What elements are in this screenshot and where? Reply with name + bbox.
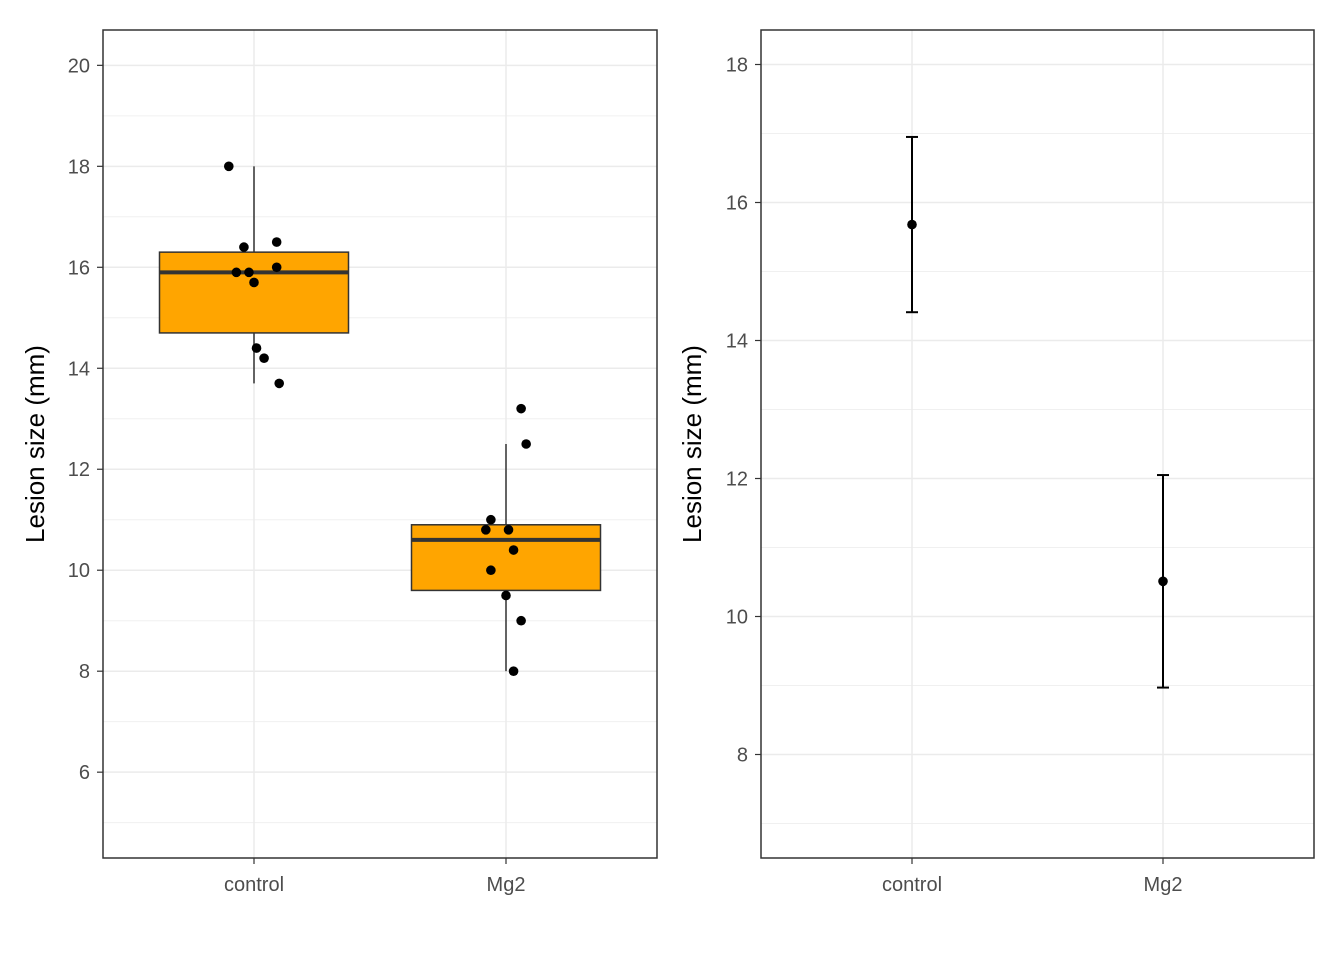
y-tick-label: 8	[79, 661, 90, 683]
data-point	[486, 565, 496, 576]
x-tick-label: control	[882, 874, 942, 896]
y-tick-label: 6	[79, 762, 90, 784]
panel-border	[760, 29, 1315, 859]
y-tick-label: 14	[68, 358, 90, 380]
data-point	[274, 378, 285, 389]
y-tick-label: 14	[726, 331, 748, 353]
box-Mg2	[410, 524, 602, 592]
y-tick-label: 12	[68, 459, 90, 481]
data-point	[231, 267, 242, 278]
panel-border	[102, 29, 658, 859]
y-axis-title: Lesion size (mm)	[20, 345, 50, 543]
data-point	[271, 262, 282, 273]
data-point	[251, 343, 262, 353]
boxplot-panel: 6 8 10 12 14 16 18 20 control Mg2 Lesion size (mm)	[20, 29, 658, 896]
data-point	[224, 161, 234, 172]
y-tick-label: 16	[68, 257, 90, 279]
data-point	[521, 439, 531, 449]
data-point	[244, 267, 254, 278]
data-point	[239, 242, 249, 252]
y-tick-label: 10	[68, 560, 90, 582]
y-tick-label: 10	[726, 607, 748, 629]
y-tick-label: 12	[726, 469, 748, 491]
data-point	[503, 525, 514, 535]
plot-background	[103, 30, 657, 858]
data-point	[516, 615, 526, 626]
x-tick-label: Mg2	[1144, 874, 1183, 896]
data-point	[271, 237, 282, 247]
data-point	[516, 403, 526, 414]
data-point	[481, 525, 491, 535]
y-axis-title: Lesion size (mm)	[677, 345, 707, 543]
y-tick-label: 20	[68, 55, 90, 77]
data-point	[501, 590, 511, 601]
data-point	[486, 514, 496, 525]
data-point	[508, 545, 519, 555]
errorbar-panel: 8 10 12 14 16 18 control Mg2 Lesion size (mm)	[677, 29, 1315, 896]
y-tick-label: 18	[726, 55, 748, 77]
mean-point	[1158, 576, 1168, 587]
data-point	[259, 353, 269, 363]
data-point	[249, 277, 259, 288]
y-tick-label: 16	[726, 193, 748, 215]
data-point	[508, 666, 519, 676]
x-tick-label: Mg2	[487, 874, 526, 896]
x-tick-label: control	[224, 874, 284, 896]
plot-background	[761, 30, 1314, 858]
y-tick-label: 8	[737, 745, 748, 767]
y-tick-label: 18	[68, 156, 90, 178]
mean-point	[907, 219, 917, 230]
box-control	[158, 251, 350, 334]
